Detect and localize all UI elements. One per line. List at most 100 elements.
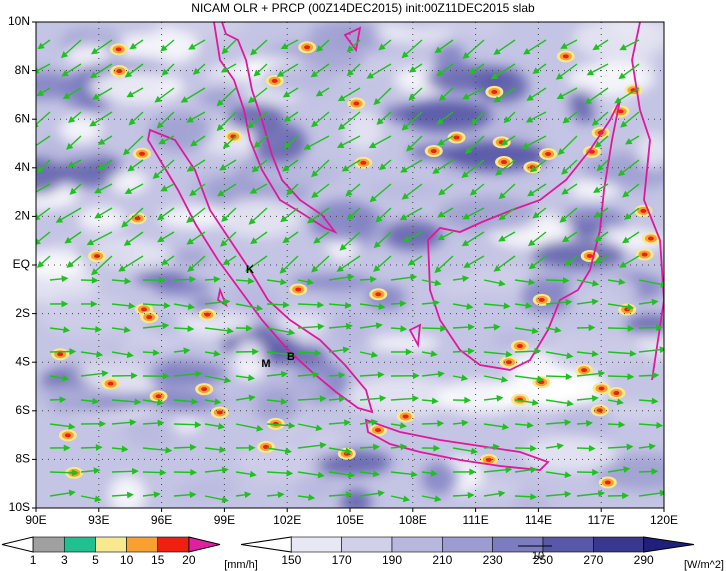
wind-arrow-head (247, 374, 256, 382)
rain-cell (304, 45, 311, 50)
wind-arrow-head (377, 490, 385, 497)
wind-arrow-head (372, 470, 380, 478)
wind-arrow-head (156, 121, 164, 129)
wind-arrow-head (286, 188, 294, 196)
rain-cell (505, 360, 512, 365)
wind-arrow-head (537, 375, 545, 383)
wind-arrow-head (288, 328, 296, 336)
wind-arrow-head (248, 217, 256, 225)
y-tick-label: 6N (15, 111, 30, 125)
cloud-patch (36, 71, 74, 100)
rain-cell (402, 414, 409, 419)
wind-arrow-head (345, 322, 353, 330)
wind-arrow-head (90, 47, 99, 55)
wind-arrow-head (598, 490, 606, 497)
wind-arrow-head (317, 301, 325, 309)
wind-arrow-head (377, 371, 385, 379)
rain-cell (115, 47, 122, 52)
wind-arrow-head (375, 322, 383, 330)
wind-arrow-head (437, 138, 445, 146)
wind-arrow-head (564, 419, 572, 426)
wind-arrow-head (622, 492, 629, 500)
wind-arrow-head (213, 350, 221, 357)
wind-arrow-head (463, 261, 471, 268)
wind-arrow-head (561, 167, 569, 175)
colorbar-box (126, 536, 159, 553)
axes: 90E 93E 96E 99E 102E 105E 108E 111E 114E 117E 120E… (8, 14, 678, 527)
wind-arrow-head (195, 370, 203, 378)
cloud-patch (340, 488, 372, 508)
wind-arrow-head (283, 141, 291, 149)
rain-cell (581, 368, 588, 373)
wind-arrow-head (437, 211, 445, 218)
y-tick-label: 10N (8, 14, 30, 28)
wind-arrow-head (464, 396, 472, 404)
wind-arrow-head (622, 190, 630, 198)
cloud-patch (36, 293, 134, 337)
rain-cell (640, 208, 647, 213)
wind-arrow-head (213, 275, 221, 283)
wind-arrow-head (528, 262, 537, 270)
wind-arrow-head (586, 419, 593, 427)
wind-arrow-head (373, 265, 381, 273)
wind-arrow-head (187, 325, 195, 333)
wind-arrow-head (562, 277, 570, 284)
wind-arrow-head (339, 243, 347, 251)
rain-cell (545, 151, 552, 156)
wind-arrow-head (505, 350, 513, 358)
wind-arrow-head (36, 147, 37, 150)
cloud-patch (88, 70, 185, 104)
wind-arrow-head (629, 350, 637, 357)
x-tick-label: 105E (336, 513, 364, 527)
wind-arrow-head (565, 373, 573, 381)
wind-arrow-head (434, 46, 442, 54)
wind-arrow-head (627, 325, 635, 332)
wind-arrow-head (438, 94, 447, 102)
wind-arrow-head (253, 141, 261, 149)
rain-cell (155, 394, 162, 399)
wind-arrow-head (376, 117, 384, 125)
wind-arrow-head (586, 69, 595, 76)
wind-arrow-head (286, 469, 294, 477)
rain-cell (586, 253, 593, 258)
wind-arrow-head (432, 167, 440, 174)
wind-arrow-head (189, 275, 197, 283)
wind-arrow-head (565, 298, 573, 306)
wind-arrow-head (433, 444, 441, 452)
cloud-patch (59, 115, 102, 144)
wind-arrow-head (189, 443, 197, 451)
wind-arrow-head (591, 350, 599, 358)
wind-arrow-head (165, 446, 173, 454)
wind-arrow-head (66, 142, 74, 150)
cloud-patch (77, 206, 126, 232)
cloud-patch (382, 220, 444, 251)
wind-arrow-head (462, 213, 470, 220)
wind-arrow-head (67, 161, 75, 168)
wind-arrow-head (186, 165, 195, 172)
rain-cell (430, 149, 437, 154)
wind-arrow-head (407, 258, 416, 266)
wind-arrow-head (245, 324, 253, 332)
wind-arrow-head (627, 373, 635, 381)
wind-arrow-head (128, 118, 136, 126)
rain-cell (375, 428, 382, 433)
colorbar-label: 250 (533, 553, 553, 567)
wind-arrow-head (401, 123, 409, 131)
cloud-patch (181, 22, 248, 40)
wind-arrow-head (118, 265, 126, 272)
wind-arrow-head (405, 348, 413, 356)
cloud-patch (484, 106, 543, 141)
cloud-patch (421, 462, 459, 495)
wind-arrow-head (431, 397, 439, 405)
wind-arrow-head (126, 491, 134, 499)
wind-arrow-head (36, 89, 44, 97)
wind-arrow-head (157, 419, 165, 427)
wind-arrow-head (55, 216, 64, 223)
wind-arrow-head (648, 443, 656, 450)
wind-arrow-head (72, 469, 79, 477)
wind-arrow-head (623, 213, 632, 220)
wind-arrow-head (344, 419, 351, 427)
rain-cell (491, 89, 498, 94)
wind-arrow-head (317, 471, 325, 479)
y-tick-label: 2N (15, 209, 30, 223)
